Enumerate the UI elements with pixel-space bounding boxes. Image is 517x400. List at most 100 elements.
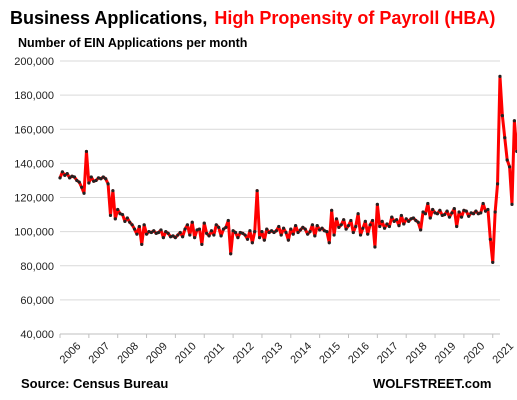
- y-tick-label: 160,000: [14, 124, 54, 136]
- data-point: [349, 218, 353, 223]
- data-point: [339, 223, 343, 227]
- x-tick-label: 2019: [433, 340, 459, 366]
- data-point: [197, 227, 202, 231]
- data-point: [200, 242, 204, 247]
- x-tick-label: 2014: [288, 340, 314, 366]
- x-tick-label: 2006: [58, 340, 84, 366]
- data-point: [392, 219, 396, 223]
- data-point: [318, 228, 322, 232]
- data-point: [149, 230, 153, 235]
- data-point: [229, 252, 233, 256]
- data-point: [195, 228, 199, 232]
- data-point: [452, 206, 456, 211]
- data-point: [426, 201, 430, 206]
- x-tick-label: 2015: [317, 340, 343, 366]
- chart-title-part2: High Propensity of Payroll (HBA): [214, 8, 495, 28]
- data-point: [404, 217, 408, 221]
- y-tick-label: 100,000: [14, 227, 54, 239]
- data-point: [332, 233, 336, 237]
- data-point: [368, 223, 372, 227]
- data-point: [87, 181, 91, 185]
- data-point: [269, 229, 274, 233]
- data-point: [435, 212, 440, 216]
- data-point: [399, 213, 403, 218]
- data-point: [342, 218, 346, 222]
- data-point: [63, 173, 67, 177]
- data-point: [94, 178, 98, 183]
- data-point: [72, 175, 77, 179]
- data-point: [207, 234, 211, 238]
- data-point: [166, 231, 170, 235]
- data-point: [483, 209, 488, 213]
- data-point: [387, 224, 391, 229]
- y-tick-label: 60,000: [20, 295, 54, 307]
- data-point: [366, 232, 370, 236]
- data-point: [111, 189, 115, 193]
- data-point: [80, 185, 84, 189]
- source-note: Source: Census Bureau: [21, 376, 168, 391]
- x-tick-label: 2012: [231, 340, 257, 366]
- data-point: [188, 233, 192, 237]
- data-point: [301, 225, 305, 229]
- data-point: [455, 224, 459, 229]
- data-point: [161, 236, 165, 240]
- data-point: [409, 217, 413, 221]
- y-tick-label: 40,000: [20, 329, 54, 341]
- data-point: [414, 218, 418, 223]
- y-tick-label: 180,000: [14, 90, 54, 102]
- data-point: [354, 224, 358, 229]
- data-point: [394, 218, 399, 222]
- data-point: [474, 209, 478, 213]
- data-point: [416, 220, 420, 224]
- data-point: [101, 175, 105, 179]
- watermark: WOLFSTREET.com: [373, 376, 491, 391]
- y-tick-label: 200,000: [14, 56, 54, 68]
- data-point: [382, 226, 387, 230]
- data-point: [281, 226, 286, 230]
- data-point: [224, 225, 228, 229]
- data-point: [253, 230, 257, 234]
- data-point: [500, 114, 504, 118]
- data-point: [491, 260, 495, 264]
- data-point: [130, 223, 134, 227]
- data-point: [294, 224, 298, 228]
- data-point: [450, 211, 454, 215]
- data-point: [144, 232, 149, 236]
- data-point: [505, 158, 509, 162]
- data-point: [476, 212, 480, 216]
- data-point: [147, 230, 151, 234]
- data-point: [330, 208, 334, 212]
- data-point: [486, 207, 490, 212]
- data-point: [68, 176, 72, 180]
- data-point: [140, 242, 144, 247]
- data-point: [212, 233, 216, 237]
- data-point: [296, 230, 300, 235]
- data-point: [238, 230, 242, 235]
- data-point: [344, 227, 348, 231]
- y-tick-label: 140,000: [14, 158, 54, 170]
- data-point: [190, 220, 194, 224]
- data-point: [159, 228, 163, 232]
- data-point: [243, 233, 247, 237]
- data-point: [125, 216, 129, 220]
- data-point: [498, 74, 502, 78]
- data-point: [421, 210, 425, 214]
- data-point: [428, 216, 432, 220]
- data-point: [92, 179, 96, 183]
- data-point: [327, 241, 331, 245]
- data-point: [118, 212, 122, 216]
- x-tick-label: 2021: [490, 340, 516, 366]
- data-point: [164, 230, 168, 234]
- data-point: [171, 234, 175, 238]
- data-point: [462, 208, 466, 212]
- data-point: [315, 224, 319, 228]
- data-point: [168, 235, 173, 239]
- data-point: [495, 182, 500, 186]
- data-point: [479, 211, 483, 215]
- data-point: [58, 176, 62, 180]
- data-point: [65, 172, 69, 176]
- data-point: [99, 177, 103, 181]
- series-line-path: [58, 74, 517, 264]
- data-point: [116, 207, 120, 212]
- data-point: [241, 231, 245, 235]
